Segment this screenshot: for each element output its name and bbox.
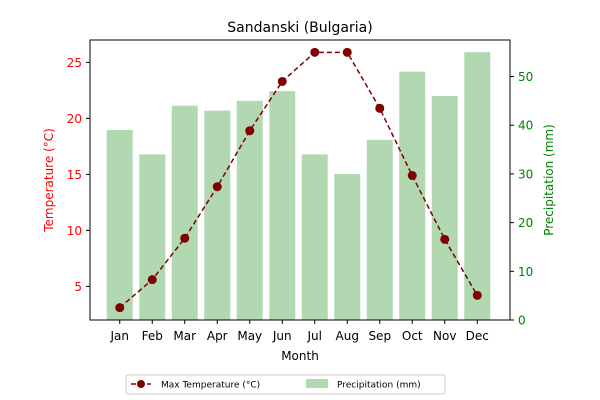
y-right-tick-label: 50: [518, 70, 533, 84]
precipitation-bar: [334, 173, 361, 320]
precipitation-bar: [171, 105, 198, 320]
x-axis-label: Month: [281, 349, 319, 363]
legend-bar-swatch: [306, 379, 328, 388]
x-tick-label: Apr: [207, 329, 228, 343]
temperature-point: [472, 290, 482, 300]
precipitation-bar: [236, 100, 263, 320]
temperature-point: [310, 47, 320, 57]
legend-label-temperature: Max Temperature (°C): [161, 381, 260, 391]
x-tick-label: Dec: [466, 329, 489, 343]
y-left-tick-label: 5: [74, 280, 82, 294]
legend-entry-precipitation: Precipitation (mm): [306, 379, 421, 391]
x-tick-label: Feb: [142, 329, 163, 343]
temperature-point: [180, 233, 190, 243]
y-right-tick-label: 10: [518, 265, 533, 279]
y-left-tick-label: 25: [67, 56, 82, 70]
precipitation-bar: [269, 91, 296, 320]
x-tick-label: Nov: [433, 329, 456, 343]
x-axis: Jan Feb Mar Apr May Jun Jul Aug Sep Oct Nov Dec: [110, 320, 489, 343]
legend-marker-swatch: [137, 380, 145, 388]
temperature-point: [115, 303, 125, 313]
x-tick-label: Jun: [272, 329, 292, 343]
y-axis-right: 0 10 20 30 40 50: [510, 70, 533, 328]
y-left-tick-label: 10: [67, 224, 82, 238]
y-axis-right-label: Precipitation (mm): [542, 124, 556, 236]
x-tick-label: Sep: [368, 329, 391, 343]
y-right-tick-label: 20: [518, 216, 533, 230]
chart-title: Sandanski (Bulgaria): [227, 20, 372, 36]
y-axis-left: 5 10 15 20 25: [67, 56, 90, 294]
legend: Max Temperature (°C) Precipitation (mm): [125, 374, 446, 395]
precipitation-bar: [431, 96, 458, 320]
precipitation-bar: [204, 110, 231, 320]
legend-entry-temperature: Max Temperature (°C): [131, 380, 260, 391]
precipitation-bar: [106, 130, 133, 320]
precipitation-bar: [399, 71, 426, 320]
temperature-line-group: [115, 47, 482, 313]
y-right-tick-label: 30: [518, 167, 533, 181]
x-tick-label: Mar: [173, 329, 196, 343]
temperature-point: [277, 76, 287, 86]
y-right-tick-label: 0: [518, 314, 526, 328]
temperature-point: [212, 182, 222, 192]
plot-frame: [89, 39, 511, 321]
temperature-point: [245, 126, 255, 136]
y-left-tick-label: 15: [67, 168, 82, 182]
y-axis-left-label: Temperature (°C): [42, 128, 56, 233]
y-left-tick-label: 20: [67, 112, 82, 126]
x-tick-label: Jul: [307, 329, 322, 343]
temperature-point: [440, 234, 450, 244]
x-tick-label: Aug: [336, 329, 359, 343]
precipitation-bar: [366, 139, 393, 320]
temperature-point: [342, 47, 352, 57]
x-tick-label: Oct: [402, 329, 423, 343]
precipitation-bar: [301, 154, 328, 320]
temperature-point: [147, 275, 157, 285]
temperature-point: [375, 103, 385, 113]
y-right-tick-label: 40: [518, 119, 533, 133]
precipitation-bar: [139, 154, 166, 320]
temperature-point: [407, 171, 417, 181]
legend-label-precipitation: Precipitation (mm): [337, 381, 421, 391]
x-tick-label: Jan: [110, 329, 130, 343]
precipitation-bar: [464, 52, 491, 320]
legend-frame: [125, 374, 446, 395]
temperature-line: [119, 51, 478, 309]
x-tick-label: May: [237, 329, 262, 343]
precipitation-bars: [106, 52, 491, 320]
